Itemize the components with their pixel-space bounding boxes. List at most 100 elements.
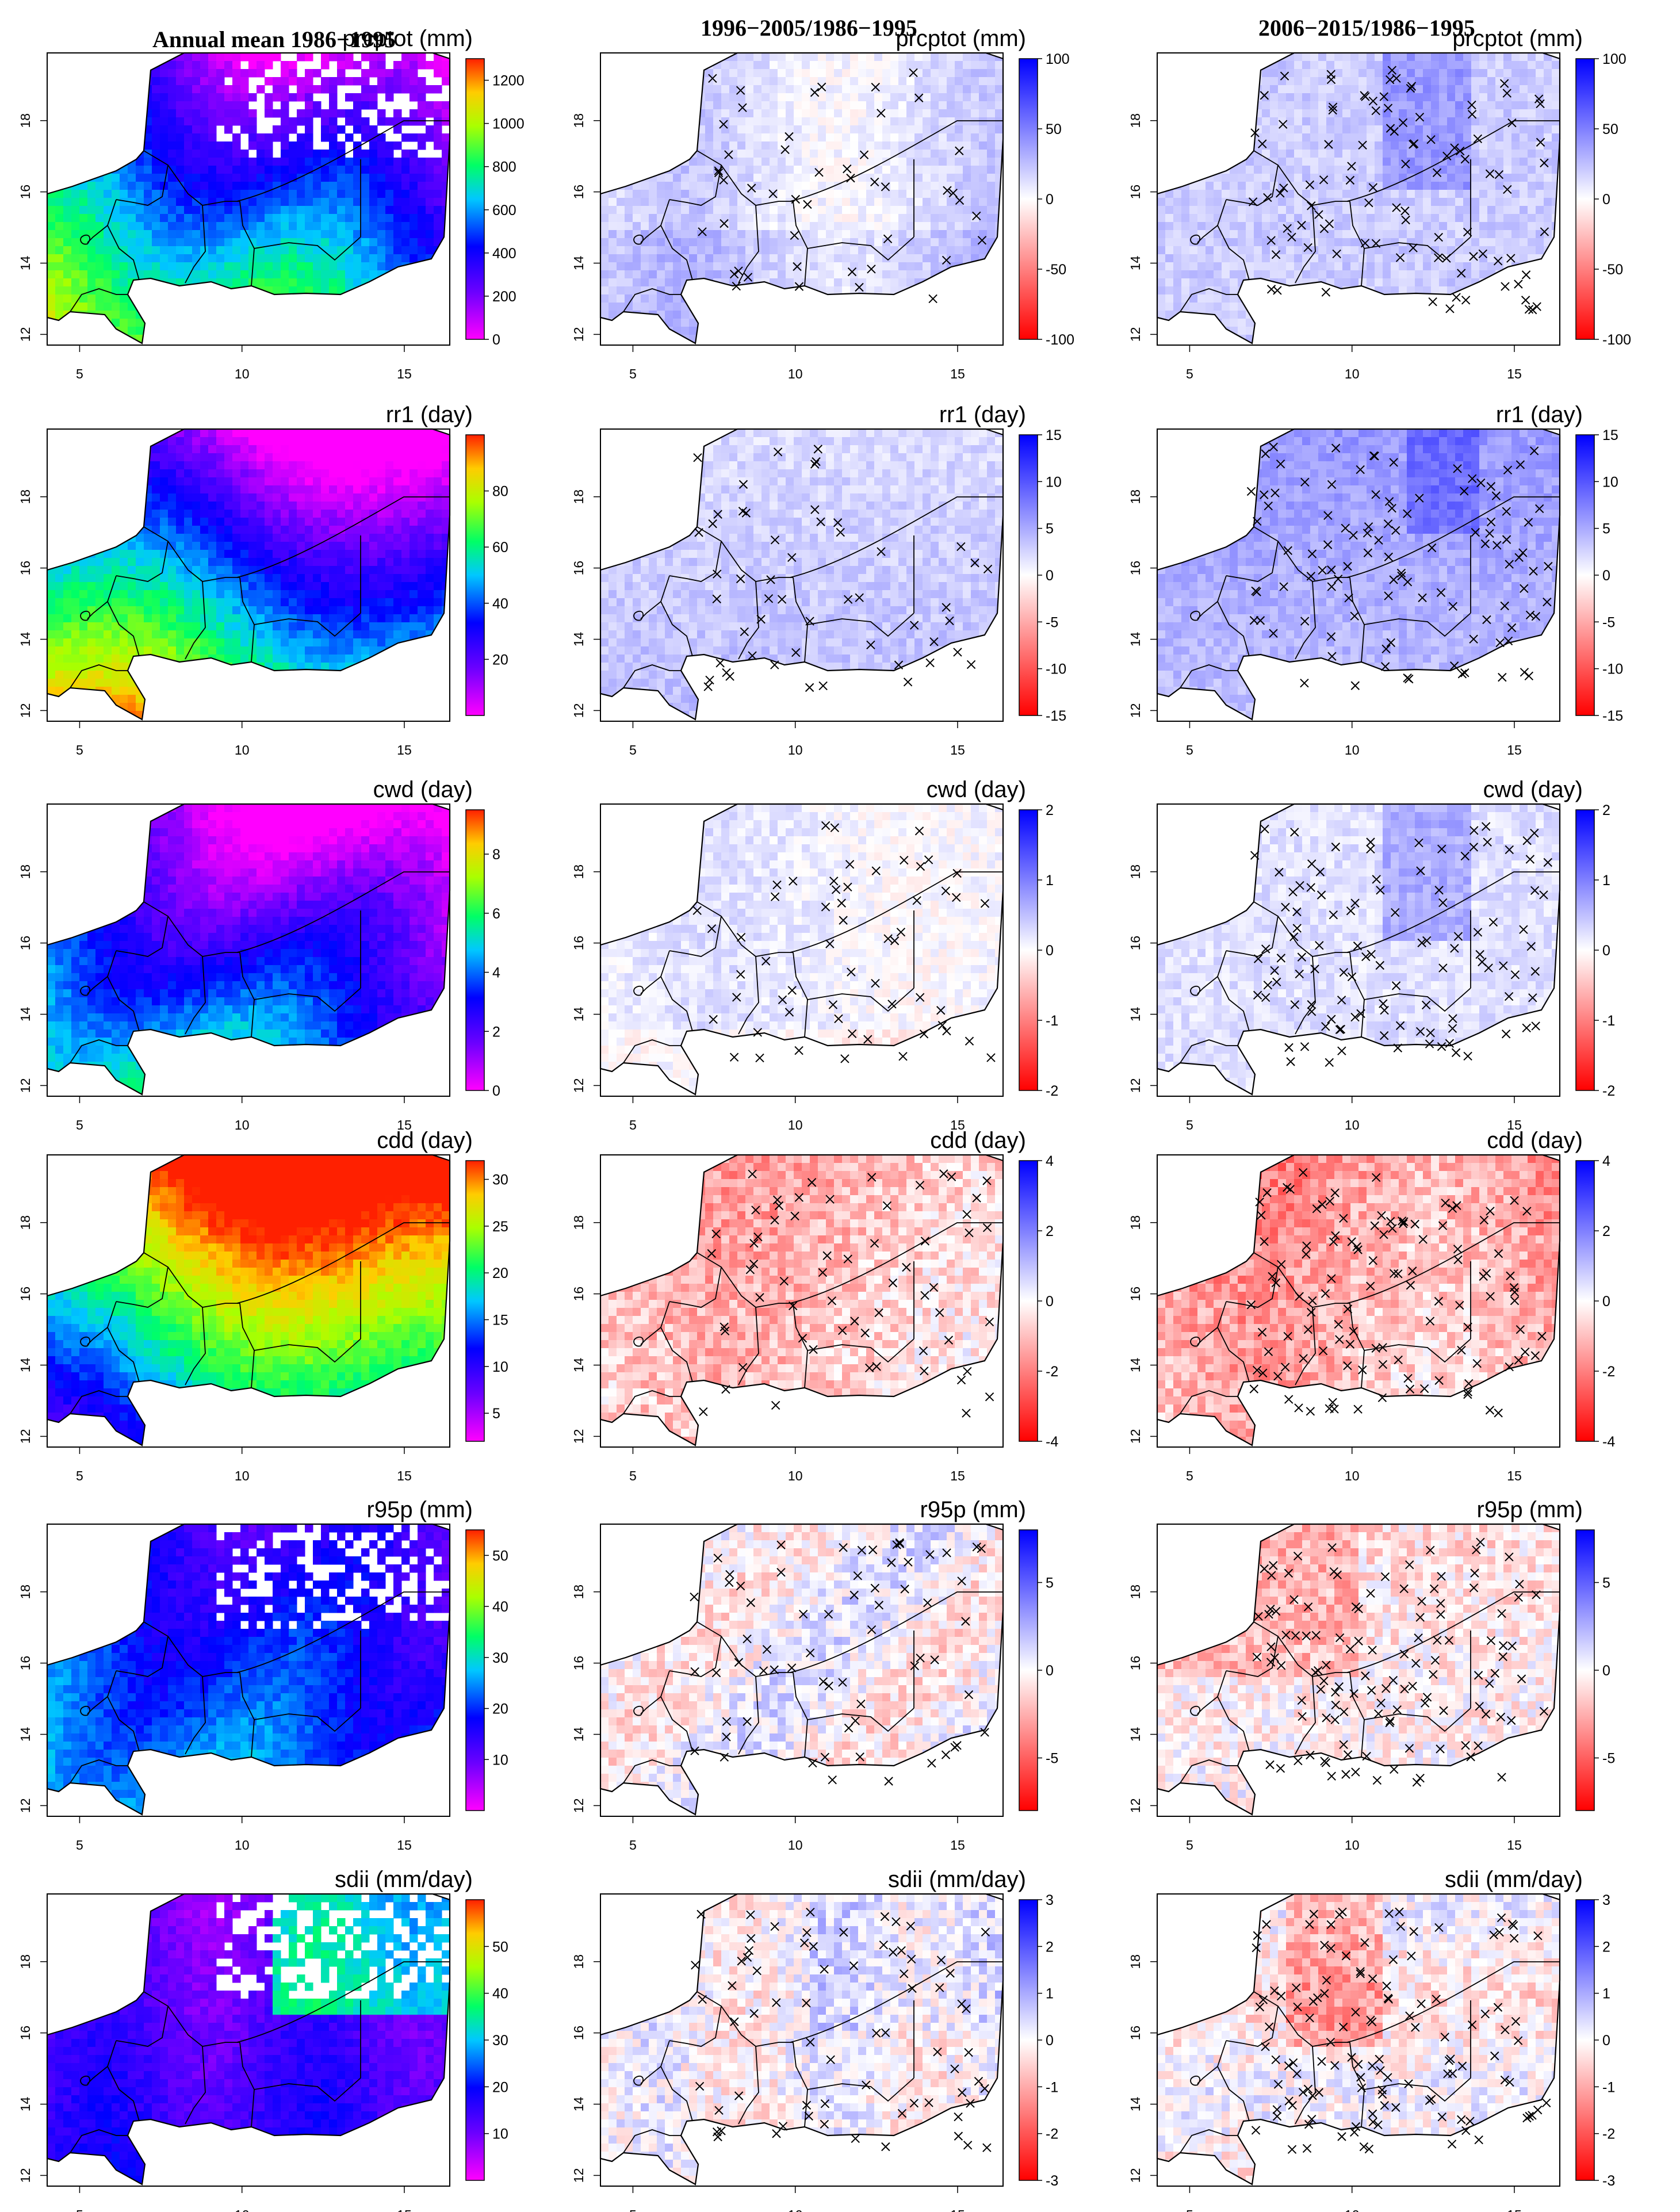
data-cell	[1206, 190, 1214, 198]
data-cell	[705, 246, 714, 255]
data-cell	[914, 101, 923, 110]
data-cell	[1254, 230, 1262, 239]
data-cell	[1399, 101, 1407, 110]
data-cell	[208, 206, 217, 215]
data-cell	[995, 61, 1003, 70]
data-cell	[176, 246, 185, 255]
data-cell	[802, 230, 810, 239]
data-cell	[858, 53, 867, 62]
data-cell	[729, 117, 738, 126]
data-cell	[866, 53, 875, 62]
data-cell	[393, 190, 402, 198]
data-cell	[168, 77, 177, 86]
data-cell	[281, 214, 289, 223]
data-cell	[1536, 85, 1544, 94]
data-cell	[232, 206, 241, 215]
data-cell	[906, 69, 915, 78]
data-cell	[305, 206, 313, 215]
data-cell	[1278, 214, 1287, 223]
data-cell	[882, 198, 891, 206]
data-cell	[729, 222, 738, 231]
data-cell	[850, 230, 859, 239]
data-cell	[104, 238, 112, 247]
data-cell	[890, 93, 899, 102]
data-cell	[866, 101, 875, 110]
data-cell	[184, 133, 193, 142]
data-cell	[434, 174, 442, 182]
data-cell	[95, 278, 104, 287]
data-cell	[866, 69, 875, 78]
data-cell	[1206, 198, 1214, 206]
data-cell	[152, 117, 160, 126]
data-cell	[1197, 190, 1206, 198]
data-cell	[1278, 109, 1287, 118]
data-cell	[1479, 214, 1488, 223]
data-cell	[224, 166, 233, 174]
data-cell	[721, 230, 730, 239]
data-cell	[1278, 61, 1287, 70]
data-cell	[1334, 101, 1343, 110]
data-cell	[265, 262, 273, 271]
data-cell	[729, 230, 738, 239]
data-cell	[240, 53, 249, 62]
data-cell	[866, 125, 875, 134]
data-cell	[705, 238, 714, 247]
data-cell	[794, 158, 802, 166]
data-cell	[353, 278, 362, 287]
data-cell	[1254, 158, 1262, 166]
data-cell	[818, 133, 826, 142]
data-cell	[882, 222, 891, 231]
data-cell	[410, 61, 418, 70]
data-cell	[377, 53, 386, 62]
data-cell	[802, 278, 810, 287]
data-cell	[786, 117, 794, 126]
data-cell	[818, 117, 826, 126]
data-cell	[112, 270, 120, 279]
data-cell	[1326, 61, 1335, 70]
data-cell	[281, 85, 289, 94]
data-cell	[1487, 101, 1496, 110]
data-cell	[697, 254, 706, 263]
data-cell	[1528, 206, 1536, 215]
data-cell	[1479, 117, 1488, 126]
data-cell	[216, 214, 225, 223]
data-cell	[208, 158, 217, 166]
data-cell	[931, 150, 939, 158]
data-cell	[1334, 85, 1343, 94]
data-cell	[1455, 230, 1464, 239]
data-cell	[1165, 222, 1174, 231]
data-cell	[1439, 101, 1448, 110]
data-cell	[152, 101, 160, 110]
data-cell	[1391, 246, 1399, 255]
data-cell	[906, 190, 915, 198]
data-cell	[914, 53, 923, 62]
data-cell	[761, 133, 770, 142]
data-cell	[979, 69, 988, 78]
data-cell	[208, 254, 217, 263]
data-cell	[1383, 246, 1391, 255]
data-cell	[923, 53, 931, 62]
data-cell	[987, 214, 996, 223]
data-cell	[224, 214, 233, 223]
data-cell	[931, 158, 939, 166]
data-cell	[874, 93, 883, 102]
data-cell	[248, 61, 257, 70]
data-cell	[794, 125, 802, 134]
data-cell	[377, 206, 386, 215]
data-cell	[761, 182, 770, 190]
data-cell	[1278, 77, 1287, 86]
data-cell	[1471, 93, 1480, 102]
data-cell	[1238, 174, 1246, 182]
data-cell	[1487, 198, 1496, 206]
data-cell	[1423, 214, 1432, 223]
data-cell	[313, 198, 322, 206]
data-cell	[168, 158, 177, 166]
data-cell	[794, 85, 802, 94]
data-cell	[794, 206, 802, 215]
data-cell	[120, 182, 128, 190]
data-cell	[810, 141, 818, 150]
data-cell	[176, 141, 185, 150]
data-cell	[971, 246, 979, 255]
data-cell	[1222, 174, 1230, 182]
data-cell	[353, 109, 362, 118]
